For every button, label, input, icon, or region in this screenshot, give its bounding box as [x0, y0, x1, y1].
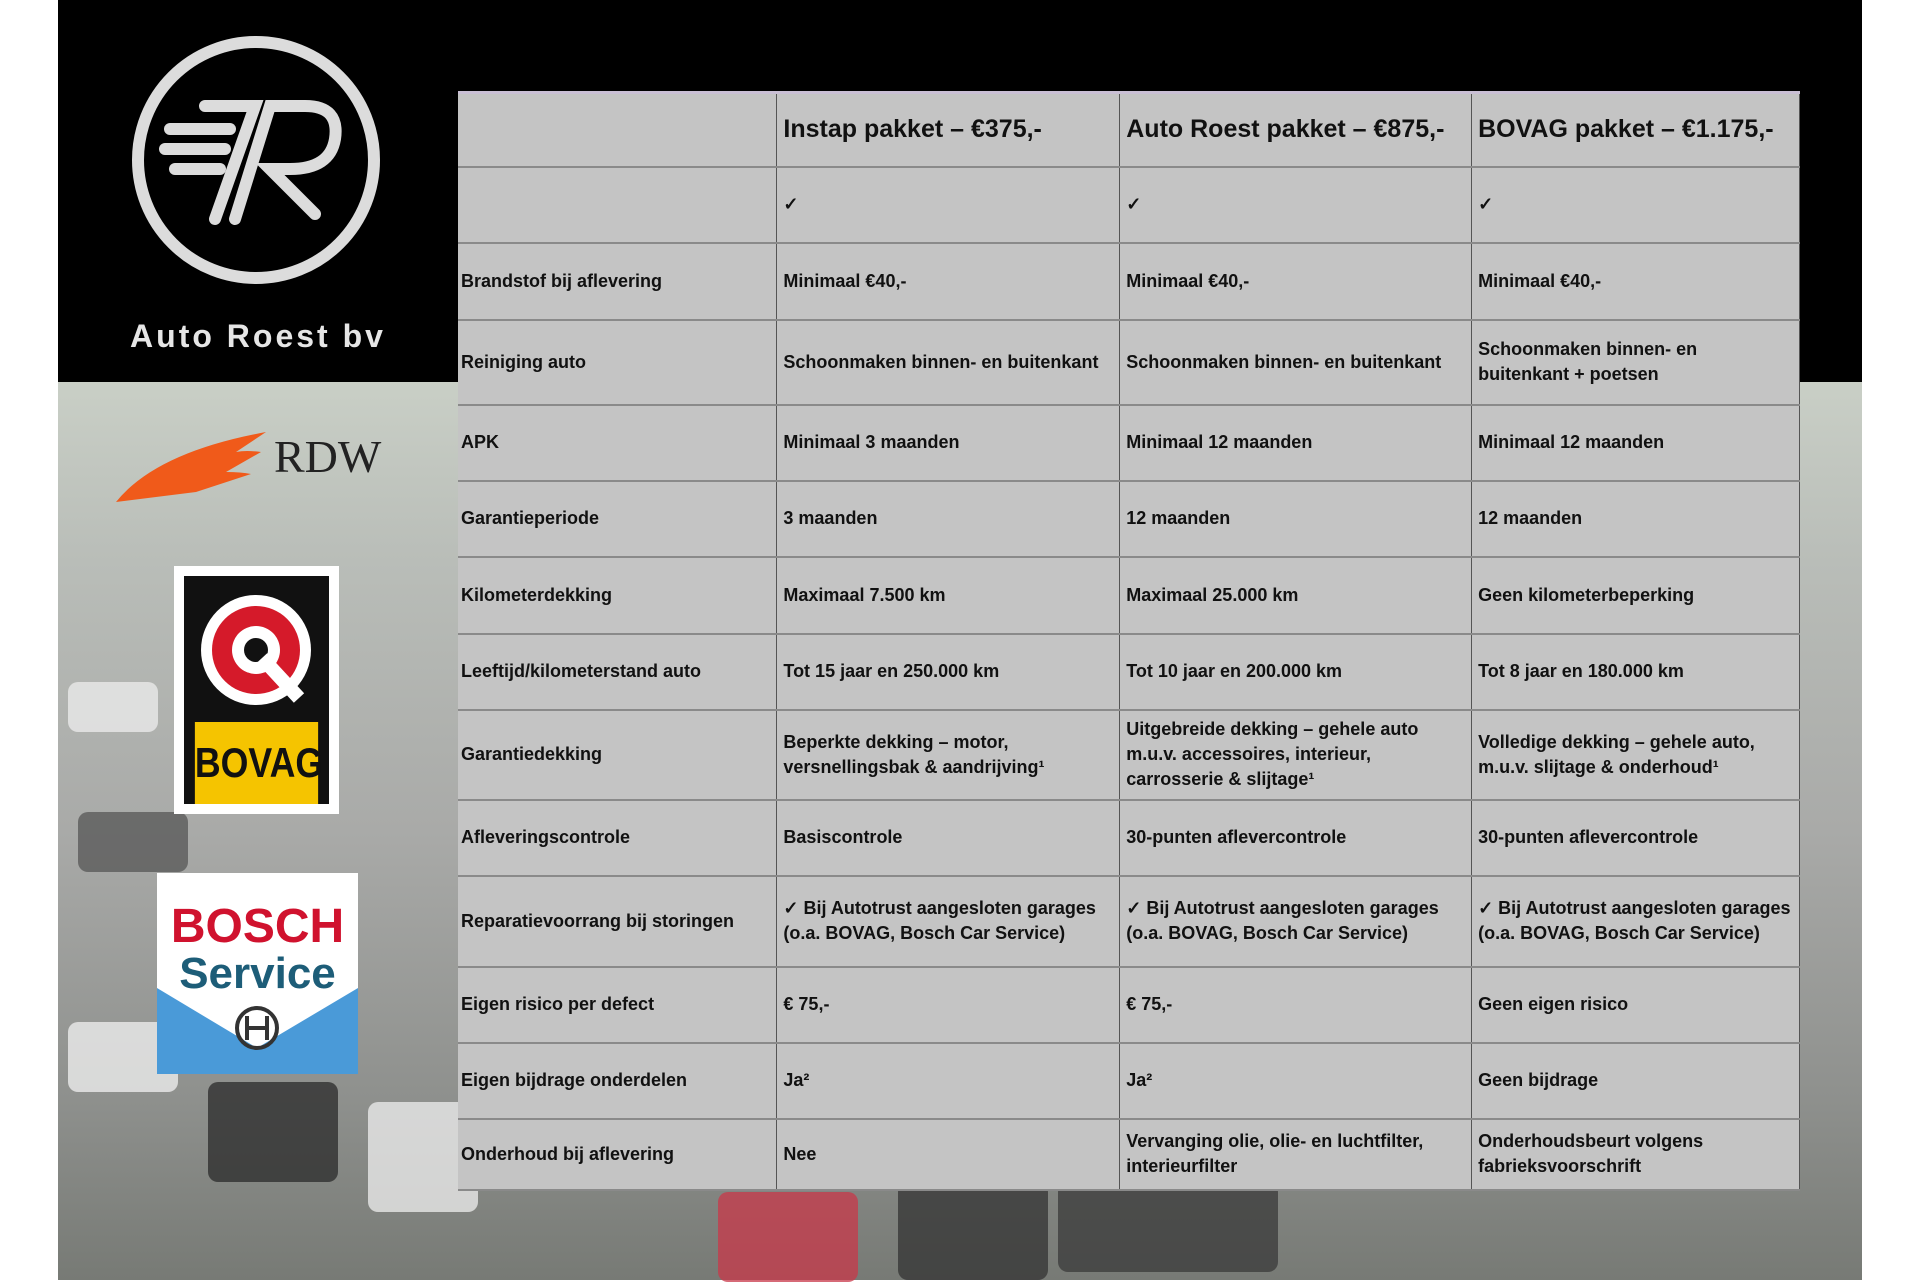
cell-value: Ja²	[1119, 1041, 1473, 1120]
table-row: Eigen risico per defect € 75,- € 75,- Geen …	[458, 965, 1800, 1044]
cell-value: Nee	[776, 1117, 1121, 1191]
row-label: Eigen bijdrage onderdelen	[458, 1041, 778, 1120]
cell-value: Schoonmaken binnen- en buitenkant + poet…	[1471, 318, 1800, 406]
brand-name: Auto Roest bv	[130, 318, 386, 354]
cell-value: Minimaal €40,-	[776, 241, 1121, 321]
header-bovag-pakket: BOVAG pakket – €1.175,-	[1471, 91, 1800, 168]
row-label: Reiniging auto	[458, 318, 778, 406]
service-text: Service	[179, 949, 336, 998]
cell-value: 12 maanden	[1471, 479, 1800, 558]
cell-value: 30-punten aflevercontrole	[1119, 798, 1473, 877]
table-row: Garantiedekking Beperkte dekking – motor,…	[458, 708, 1800, 801]
cell-value: ✓ Bij Autotrust aangesloten garages (o.a…	[776, 874, 1121, 968]
row-label: Kilometerdekking	[458, 555, 778, 635]
cell-value: Minimaal 12 maanden	[1119, 403, 1473, 482]
cell-value: Geen kilometerbeperking	[1471, 555, 1800, 635]
bosch-shield-icon	[157, 988, 358, 1074]
bosch-text: BOSCH	[170, 900, 345, 953]
row-label: Eigen risico per defect	[458, 965, 778, 1044]
table-row: Brandstof bij aflevering Minimaal €40,- Mi…	[458, 241, 1800, 321]
row-label: Garantiedekking	[458, 708, 778, 801]
row-label: APK	[458, 403, 778, 482]
cell-value: Uitgebreide dekking – gehele auto m.u.v.…	[1119, 708, 1473, 801]
cell-value: ✓ Bij Autotrust aangesloten garages (o.a…	[1471, 874, 1800, 968]
header-cell-empty	[458, 91, 778, 168]
bovag-emblem-icon	[201, 595, 311, 705]
cell-value: ✓	[776, 165, 1121, 244]
header-auto-roest-pakket: Auto Roest pakket – €875,-	[1119, 91, 1473, 168]
cell-value: € 75,-	[776, 965, 1121, 1044]
row-label	[458, 165, 778, 244]
cell-value: Basiscontrole	[776, 798, 1121, 877]
cell-value: € 75,-	[1119, 965, 1473, 1044]
cell-value: Minimaal 3 maanden	[776, 403, 1121, 482]
cell-value: Vervanging olie, olie- en luchtfilter, i…	[1119, 1117, 1473, 1191]
row-label: Garantieperiode	[458, 479, 778, 558]
row-label: Onderhoud bij aflevering	[458, 1117, 778, 1191]
cell-value: Schoonmaken binnen- en buitenkant	[1119, 318, 1473, 406]
bovag-logo: BOVAG	[174, 566, 339, 814]
rdw-logo: RDW	[116, 422, 396, 504]
cell-value: Beperkte dekking – motor, versnellingsba…	[776, 708, 1121, 801]
cell-value: Tot 15 jaar en 250.000 km	[776, 632, 1121, 711]
auto-roest-logo	[132, 36, 380, 284]
cell-value: Minimaal €40,-	[1471, 241, 1800, 321]
table-row: Reiniging auto Schoonmaken binnen- en bui…	[458, 318, 1800, 406]
table-row: Garantieperiode 3 maanden 12 maanden 12 maa…	[458, 479, 1800, 558]
table-row: Reparatievoorrang bij storingen ✓ Bij Aut…	[458, 874, 1800, 968]
cell-value: Tot 10 jaar en 200.000 km	[1119, 632, 1473, 711]
cell-value: Schoonmaken binnen- en buitenkant	[776, 318, 1121, 406]
cell-value: ✓	[1119, 165, 1473, 244]
header-instap-pakket: Instap pakket – €375,-	[776, 91, 1121, 168]
cell-value: Geen eigen risico	[1471, 965, 1800, 1044]
cell-value: ✓	[1471, 165, 1800, 244]
table-row: APK Minimaal 3 maanden Minimaal 12 maanden…	[458, 403, 1800, 482]
bovag-text: BOVAG	[194, 722, 323, 804]
table-row: Afleveringscontrole Basiscontrole 30-punte…	[458, 798, 1800, 877]
rdw-arrow-icon	[116, 432, 266, 502]
table-row: Kilometerdekking Maximaal 7.500 km Maximaa…	[458, 555, 1800, 635]
bosch-service-logo: BOSCH Service	[157, 873, 358, 1074]
cell-value: Volledige dekking – gehele auto, m.u.v. …	[1471, 708, 1800, 801]
row-label: Brandstof bij aflevering	[458, 241, 778, 321]
row-label: Afleveringscontrole	[458, 798, 778, 877]
row-label: Leeftijd/kilometerstand auto	[458, 632, 778, 711]
table-row: Leeftijd/kilometerstand auto Tot 15 jaar …	[458, 632, 1800, 711]
cell-value: Ja²	[776, 1041, 1121, 1120]
row-label: Reparatievoorrang bij storingen	[458, 874, 778, 968]
cell-value: Minimaal 12 maanden	[1471, 403, 1800, 482]
cell-value: Maximaal 7.500 km	[776, 555, 1121, 635]
cell-value: Geen bijdrage	[1471, 1041, 1800, 1120]
cell-value: Onderhoudsbeurt volgens fabrieksvoorschr…	[1471, 1117, 1800, 1191]
cell-value: Tot 8 jaar en 180.000 km	[1471, 632, 1800, 711]
table-row: ✓ ✓ ✓	[458, 165, 1800, 244]
rdw-text: RDW	[274, 431, 382, 482]
cell-value: 3 maanden	[776, 479, 1121, 558]
cell-value: Minimaal €40,-	[1119, 241, 1473, 321]
package-comparison-table: Instap pakket – €375,- Auto Roest pakket…	[458, 91, 1800, 1191]
table-row: Onderhoud bij aflevering Nee Vervanging ol…	[458, 1117, 1800, 1191]
cell-value: ✓ Bij Autotrust aangesloten garages (o.a…	[1119, 874, 1473, 968]
cell-value: Maximaal 25.000 km	[1119, 555, 1473, 635]
cell-value: 30-punten aflevercontrole	[1471, 798, 1800, 877]
table-header-row: Instap pakket – €375,- Auto Roest pakket…	[458, 91, 1800, 168]
cell-value: 12 maanden	[1119, 479, 1473, 558]
table-row: Eigen bijdrage onderdelen Ja² Ja² Geen bijd…	[458, 1041, 1800, 1120]
